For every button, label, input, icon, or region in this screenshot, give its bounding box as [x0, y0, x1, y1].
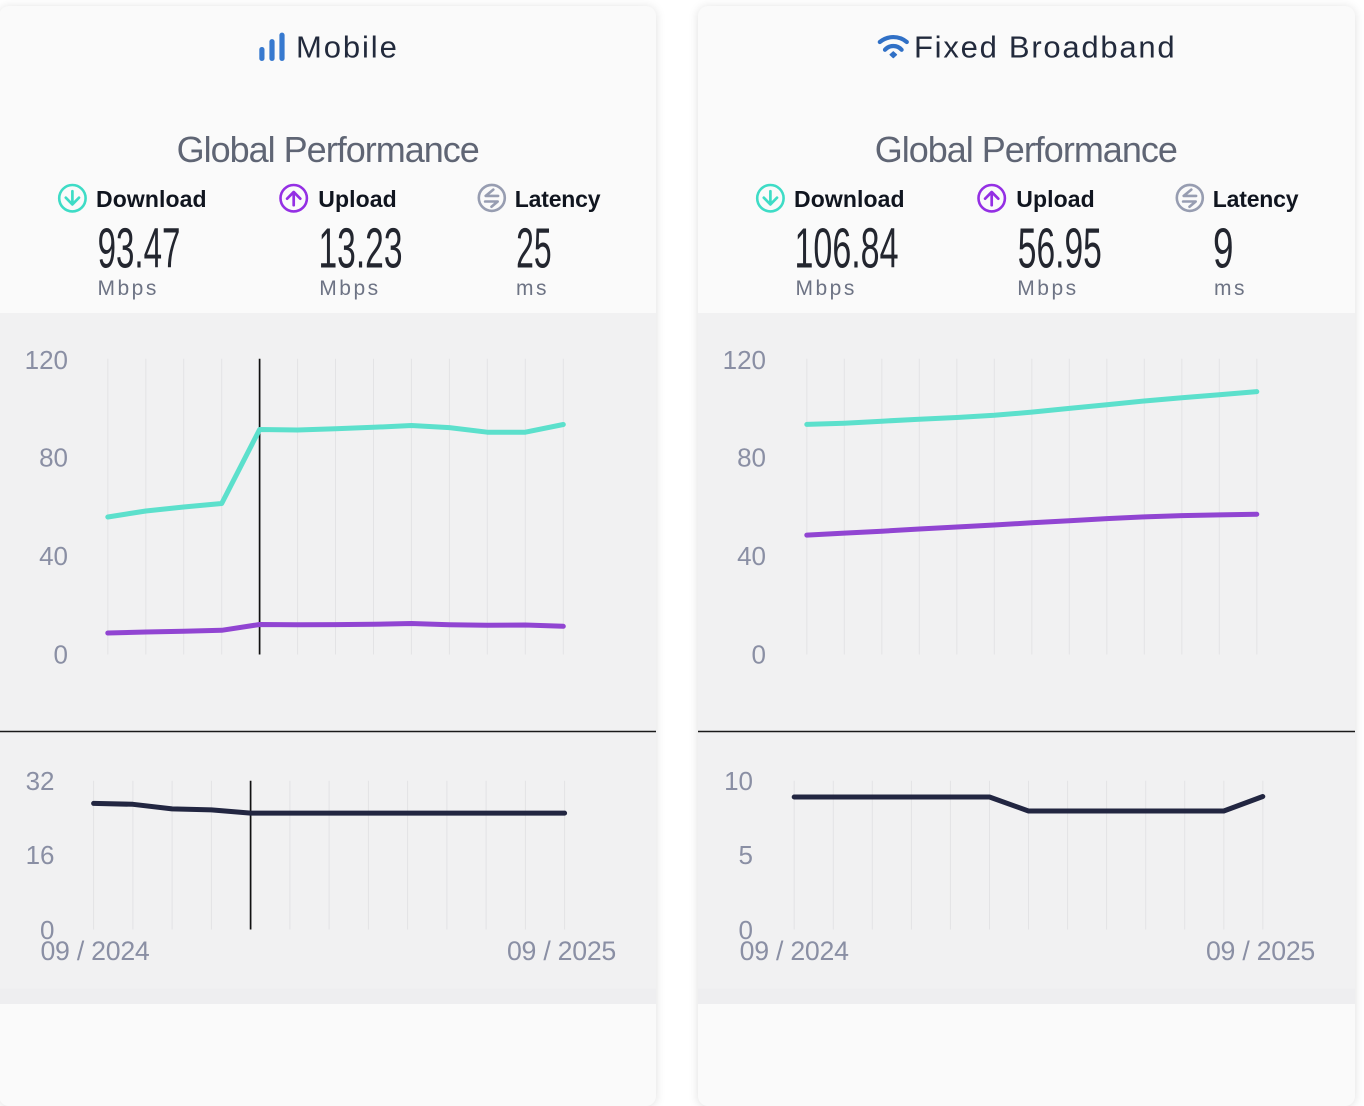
svg-text:25: 25	[516, 217, 552, 281]
svg-text:106.84: 106.84	[795, 217, 899, 281]
svg-text:80: 80	[737, 443, 766, 473]
svg-text:5: 5	[739, 840, 753, 870]
svg-text:Upload: Upload	[318, 186, 397, 212]
svg-text:40: 40	[39, 541, 68, 571]
svg-text:Download: Download	[794, 186, 905, 212]
svg-text:Global Performance: Global Performance	[875, 129, 1177, 170]
svg-text:Latency: Latency	[515, 186, 601, 212]
svg-text:93.47: 93.47	[98, 217, 181, 281]
svg-text:Mbps: Mbps	[98, 277, 159, 300]
svg-text:80: 80	[39, 443, 68, 473]
svg-text:16: 16	[26, 840, 55, 870]
svg-text:9: 9	[1213, 217, 1234, 281]
svg-text:Mobile: Mobile	[296, 29, 399, 64]
svg-text:Global Performance: Global Performance	[177, 129, 479, 170]
svg-text:Mbps: Mbps	[1017, 277, 1078, 300]
svg-text:Latency: Latency	[1213, 186, 1299, 212]
svg-text:56.95: 56.95	[1018, 217, 1102, 281]
svg-text:Upload: Upload	[1016, 186, 1095, 212]
svg-text:10: 10	[724, 766, 753, 796]
svg-text:09 / 2025: 09 / 2025	[1206, 936, 1315, 966]
svg-text:0: 0	[40, 915, 54, 945]
svg-text:Mbps: Mbps	[319, 277, 380, 300]
svg-text:40: 40	[737, 541, 766, 571]
svg-text:ms: ms	[516, 277, 549, 300]
svg-text:0: 0	[752, 640, 766, 670]
svg-text:0: 0	[54, 640, 68, 670]
svg-text:0: 0	[739, 915, 753, 945]
svg-text:32: 32	[26, 766, 55, 796]
svg-text:Download: Download	[96, 186, 207, 212]
svg-text:Fixed Broadband: Fixed Broadband	[914, 29, 1176, 64]
svg-text:120: 120	[25, 345, 68, 375]
svg-text:13.23: 13.23	[319, 217, 403, 281]
svg-text:09 / 2024: 09 / 2024	[740, 936, 849, 966]
svg-text:09 / 2025: 09 / 2025	[507, 936, 616, 966]
svg-text:09 / 2024: 09 / 2024	[40, 936, 149, 966]
svg-text:120: 120	[723, 345, 766, 375]
svg-text:ms: ms	[1214, 277, 1247, 300]
svg-text:Mbps: Mbps	[796, 277, 857, 300]
